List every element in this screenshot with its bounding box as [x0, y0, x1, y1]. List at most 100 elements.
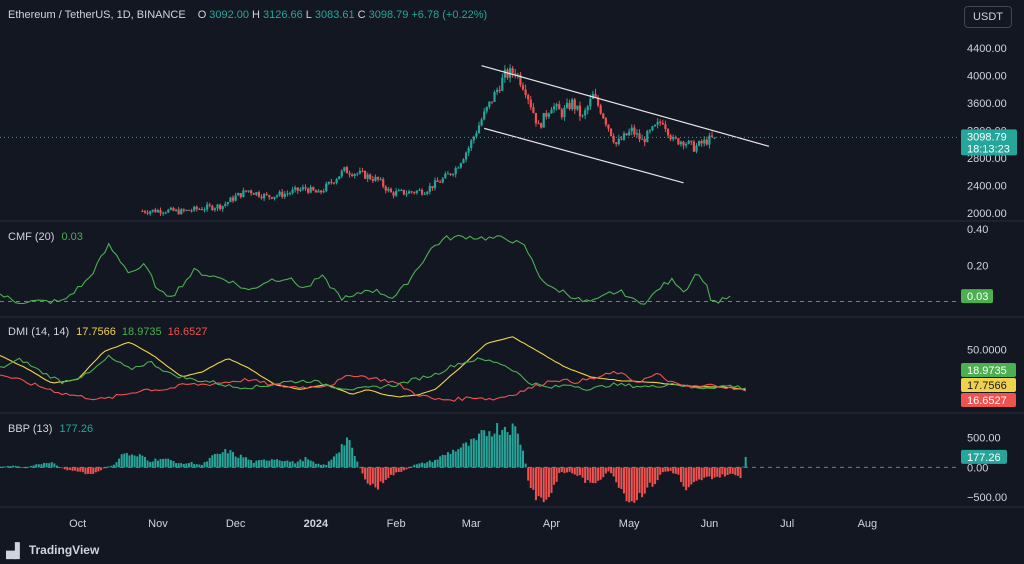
candle-body [345, 167, 349, 174]
bbp-bar [185, 463, 188, 468]
candle-body [584, 110, 587, 116]
candle-body [446, 173, 450, 175]
bbp-bar [53, 463, 56, 468]
bbp-bar [705, 467, 708, 477]
bbp-bar [568, 467, 571, 472]
bbp-bar [744, 456, 747, 468]
bbp-bar [563, 467, 566, 474]
candle-body [501, 77, 504, 91]
dmi-line-1 [0, 354, 746, 391]
candle-body [356, 173, 359, 175]
candle-body [340, 170, 343, 177]
bbp-bar [607, 467, 610, 472]
currency-button[interactable]: USDT [964, 6, 1012, 28]
price-pane [0, 64, 958, 216]
bbp-bar [366, 467, 369, 484]
candle-body [695, 145, 698, 152]
x-tick-label: Aug [858, 518, 878, 530]
candle-body [436, 180, 439, 182]
symbol-title[interactable]: Ethereum / TetherUS, 1D, BINANCE [8, 9, 186, 21]
bbp-bar [490, 436, 493, 468]
candle-body [692, 141, 696, 152]
candle-body [519, 74, 522, 86]
candle-body [400, 189, 403, 191]
candle-body [309, 186, 312, 193]
bbp-bar [581, 467, 584, 478]
candle-body [672, 136, 675, 140]
candle-body [283, 193, 286, 197]
bbp-bar [454, 451, 457, 468]
candle-body [457, 167, 460, 169]
candle-body [547, 113, 551, 117]
cmf-title[interactable]: CMF (20) [8, 231, 55, 243]
open-value: 3092.00 [209, 9, 250, 21]
candle-body [410, 191, 413, 193]
candle-body [685, 143, 688, 146]
candle-body [322, 191, 325, 193]
candle-body [568, 102, 571, 110]
bbp-bar [659, 467, 662, 475]
candle-body [338, 176, 341, 180]
candle-body [216, 204, 219, 209]
candle-body [612, 135, 615, 143]
bbp-bar [125, 453, 128, 468]
bbp-bar [547, 467, 550, 498]
candle-body [560, 109, 563, 118]
candle-body [296, 187, 299, 191]
bbp-bar [99, 467, 102, 471]
bbp-bar [661, 467, 664, 473]
x-tick-label: Mar [462, 518, 481, 530]
bbp-bar [371, 467, 374, 484]
bbp-bar [625, 467, 628, 502]
candle-body [452, 174, 455, 176]
candle-body [382, 179, 385, 187]
bbp-bar [550, 467, 553, 493]
candle-body [524, 89, 527, 95]
candle-body [402, 189, 406, 195]
candle-body [164, 212, 167, 214]
candle-body [314, 190, 317, 193]
candle-body [677, 138, 680, 145]
bbp-bar [695, 467, 698, 481]
dmi-title[interactable]: DMI (14, 14) [8, 326, 70, 338]
bbp-bar [268, 460, 271, 468]
dmi-value-tag [961, 363, 1016, 377]
candle-body [666, 128, 670, 136]
bbp-bar [304, 456, 307, 468]
bbp-bar [566, 467, 569, 473]
bbp-bar [92, 467, 95, 474]
bbp-bar [247, 459, 250, 468]
bbp-bar [687, 467, 690, 488]
bbp-bar [431, 462, 434, 468]
bbp-bar [133, 455, 136, 468]
candle-body [552, 106, 556, 110]
candle-body [423, 193, 426, 195]
bbp-title[interactable]: BBP (13) [8, 423, 53, 435]
bbp-bar [641, 467, 644, 498]
bbp-value: 177.26 [59, 423, 94, 435]
tradingview-watermark[interactable]: ▄▌ TradingView [6, 542, 99, 558]
x-tick-label: Feb [387, 518, 406, 530]
bbp-bar [353, 455, 356, 468]
dmi-value-tag-text: 17.7566 [967, 380, 1007, 392]
bbp-bar [211, 455, 214, 468]
candle-body [449, 173, 452, 175]
bbp-bar [400, 467, 403, 472]
bbp-bar [426, 462, 429, 468]
bbp-bar [19, 466, 22, 468]
bbp-bar [250, 459, 253, 468]
candle-body [540, 123, 543, 128]
bbp-bar [586, 467, 589, 481]
bbp-pane [0, 423, 958, 503]
bbp-bar [208, 457, 211, 468]
bbp-bar [560, 467, 563, 472]
candle-body [317, 190, 320, 193]
bbp-bar [193, 464, 196, 468]
bbp-bar [358, 467, 361, 469]
candle-body [291, 189, 294, 194]
candle-body [177, 209, 180, 215]
candle-body [607, 124, 610, 129]
candle-body [185, 209, 188, 211]
candle-body [488, 101, 491, 107]
